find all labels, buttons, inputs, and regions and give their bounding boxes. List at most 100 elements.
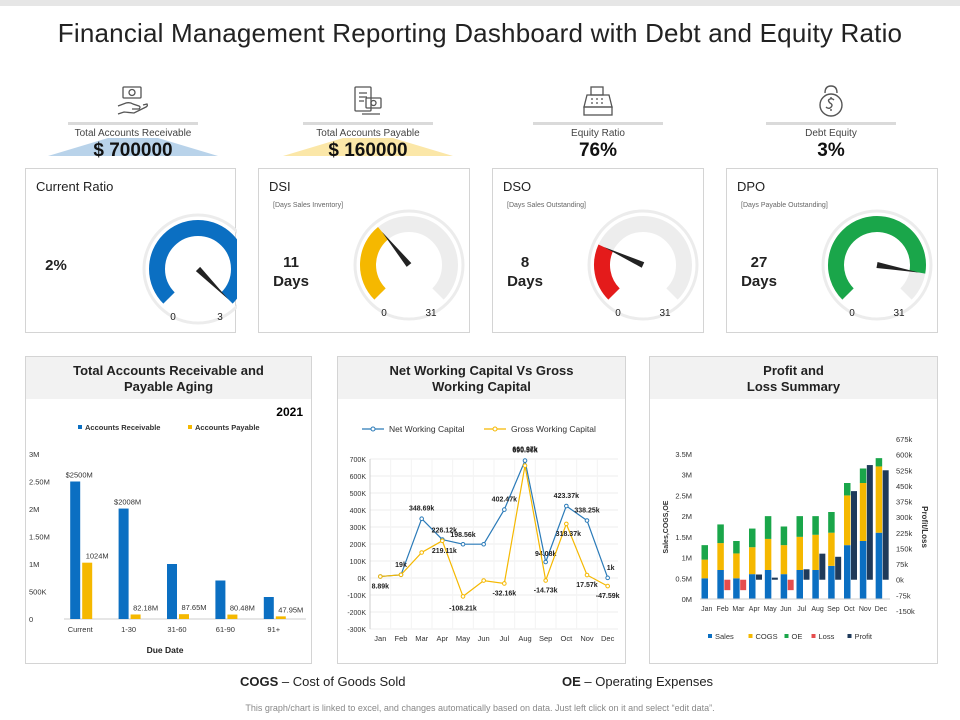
y-tick-label: 600K bbox=[350, 474, 367, 481]
gauge-outer-ring bbox=[821, 209, 933, 321]
kpi-divider bbox=[766, 122, 896, 125]
gauge-fill bbox=[828, 216, 926, 300]
invoice-payment-icon bbox=[278, 82, 458, 120]
stacked-bar-cogs bbox=[733, 553, 740, 579]
gauge-dial: 0 31 bbox=[353, 209, 465, 321]
stacked-bar-oe bbox=[701, 545, 708, 560]
kpi-label: Equity Ratio bbox=[571, 128, 625, 139]
data-point bbox=[543, 578, 548, 583]
gauge-min-label: 0 bbox=[170, 312, 176, 323]
legend-swatch bbox=[847, 634, 852, 638]
x-tick-label: May bbox=[763, 606, 777, 613]
bar-profit bbox=[866, 465, 873, 580]
gauge-dial: 0 31 bbox=[821, 209, 933, 321]
legend-label: Accounts Receivable bbox=[85, 423, 160, 432]
data-point bbox=[502, 581, 507, 586]
y-axis-title: Sales,COGS,OE bbox=[663, 500, 670, 553]
data-label: 402.47k bbox=[492, 497, 517, 504]
stacked-bar-oe bbox=[875, 458, 883, 467]
bar-profit bbox=[851, 491, 857, 580]
gauge-value: 27 Days bbox=[741, 254, 777, 290]
gauge-card-dso: DSO [Days Sales Outstanding] 8 Days 0 31 bbox=[492, 168, 704, 333]
legend-marker bbox=[492, 426, 498, 432]
gauge-title: Current Ratio bbox=[36, 179, 114, 194]
data-label: 690.56k bbox=[512, 448, 537, 455]
gauge-title: DSO bbox=[503, 179, 532, 194]
data-point bbox=[584, 572, 590, 578]
x-tick-label: Nov bbox=[580, 634, 594, 643]
stacked-bar-cogs bbox=[701, 559, 708, 579]
data-label: 87.65M bbox=[181, 603, 206, 612]
data-point bbox=[481, 578, 486, 583]
data-label: 82.18M bbox=[133, 603, 158, 612]
gauge-needle bbox=[876, 262, 920, 273]
x-tick-label: Jun bbox=[478, 634, 490, 643]
data-label: 338.25k bbox=[574, 507, 599, 514]
data-label: 8.89k bbox=[372, 583, 390, 590]
footnote-oe: OE – Operating Expenses bbox=[562, 674, 714, 689]
data-label: 1k bbox=[607, 565, 615, 572]
x-tick-label: Jan bbox=[701, 606, 712, 613]
data-label: 47.95M bbox=[278, 605, 303, 614]
stacked-bar-sales bbox=[859, 541, 867, 599]
data-label: 226.12k bbox=[432, 528, 457, 535]
stacked-bar-cogs bbox=[717, 543, 724, 570]
bar-accounts-payable bbox=[227, 614, 238, 619]
stacked-bar-sales bbox=[796, 570, 803, 599]
y-tick-label: 500K bbox=[29, 588, 47, 597]
data-point bbox=[543, 559, 548, 565]
x-tick-label: Oct bbox=[560, 634, 573, 643]
y2-axis-title: Profit/Loss bbox=[920, 506, 929, 548]
stacked-bar-sales bbox=[875, 532, 883, 599]
data-label: 219.11k bbox=[432, 548, 457, 555]
stacked-bar-oe bbox=[749, 528, 756, 548]
x-tick-label: Dec bbox=[875, 606, 888, 613]
stacked-bar-cogs bbox=[796, 536, 803, 570]
legend-label: Profit bbox=[855, 632, 873, 641]
gauge-value: 8 Days bbox=[507, 254, 543, 290]
y2-tick-label: 525k bbox=[896, 466, 913, 475]
kpi-label: Total Accounts Payable bbox=[316, 128, 420, 139]
x-tick-label: Dec bbox=[601, 634, 615, 643]
y-tick-label: 1.50M bbox=[29, 533, 50, 542]
x-tick-label: Aug bbox=[811, 606, 824, 613]
gauge-min-label: 0 bbox=[849, 308, 855, 319]
stacked-bar-cogs bbox=[780, 545, 788, 575]
kpi-divider bbox=[303, 122, 433, 125]
x-tick-label: Jul bbox=[797, 606, 806, 613]
kpi-value: $ 700000 bbox=[93, 140, 173, 161]
stacked-bar-sales bbox=[764, 570, 772, 599]
gauge-max-label: 31 bbox=[659, 308, 671, 319]
x-tick-label: 91+ bbox=[267, 625, 280, 634]
y-tick-label: 500K bbox=[350, 491, 367, 498]
gauge-needle bbox=[603, 247, 645, 268]
x-axis-title: Due Date bbox=[147, 645, 184, 655]
y2-tick-label: -75k bbox=[896, 591, 911, 600]
stacked-bar-sales bbox=[828, 565, 835, 599]
series-line-net-working-capital bbox=[380, 458, 609, 579]
top-strip bbox=[0, 0, 960, 6]
data-label: 17.57k bbox=[576, 582, 598, 589]
stacked-bar-oe bbox=[764, 516, 772, 539]
bar-accounts-payable bbox=[179, 614, 189, 619]
y-tick-label: -200K bbox=[347, 610, 366, 617]
gauge-subtitle: [Days Sales Outstanding] bbox=[507, 202, 586, 209]
money-hand-icon bbox=[43, 82, 223, 120]
kpi-value: 3% bbox=[817, 140, 845, 161]
y2-tick-label: 0k bbox=[896, 576, 904, 585]
gauge-subtitle: [Days Payable Outstanding] bbox=[741, 202, 828, 209]
data-label: $2500M bbox=[66, 471, 93, 480]
stacked-bar-oe bbox=[733, 541, 740, 554]
legend-label: Net Working Capital bbox=[389, 424, 465, 434]
bar-loss bbox=[787, 579, 794, 591]
panel-title: Profit and Loss Summary bbox=[650, 357, 937, 399]
data-point bbox=[419, 516, 424, 522]
legend-marker bbox=[370, 426, 376, 432]
legend-swatch bbox=[78, 425, 82, 429]
y-tick-label: 400K bbox=[350, 508, 367, 515]
y-tick-label: 3.5M bbox=[675, 450, 692, 459]
data-label: 423.37k bbox=[554, 493, 579, 500]
data-label: 94.08k bbox=[535, 551, 557, 558]
gauge-dial: 0 31 bbox=[587, 209, 699, 321]
